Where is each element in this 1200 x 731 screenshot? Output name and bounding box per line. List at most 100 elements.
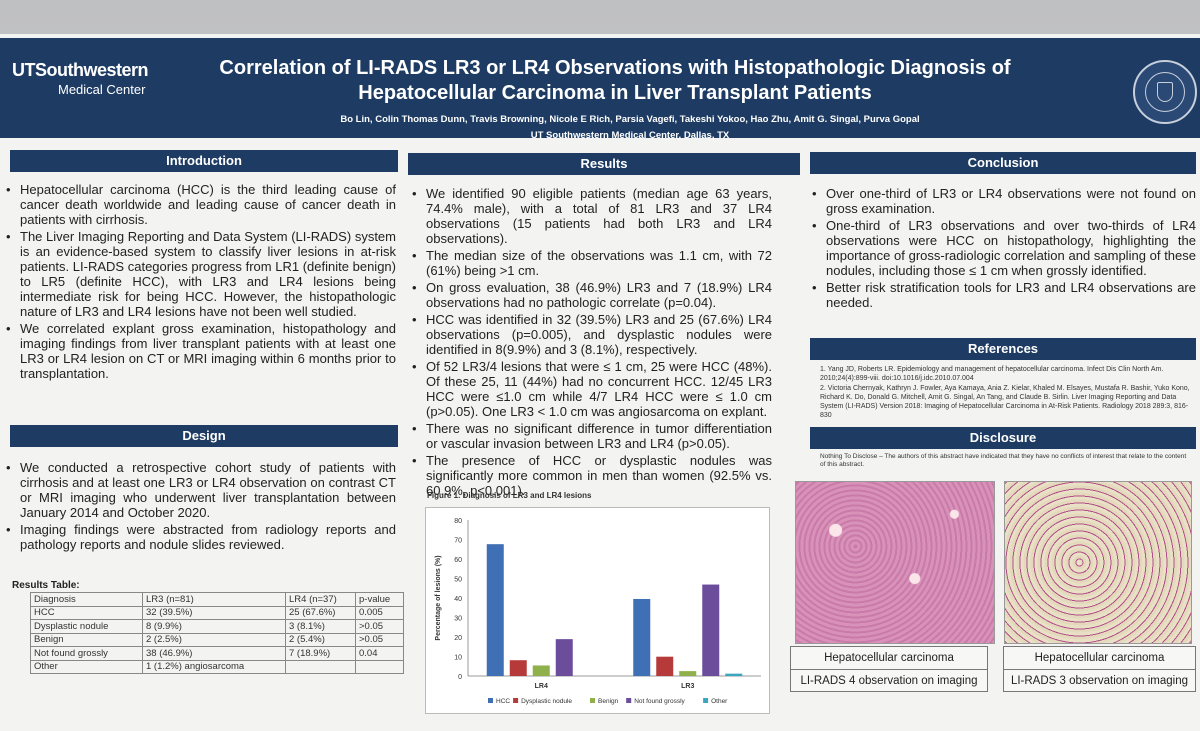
table-cell: Not found grossly xyxy=(30,646,143,661)
results-heading: Results xyxy=(408,153,800,175)
table-row: Not found grossly 38 (46.9%) 7 (18.9%) 0… xyxy=(30,646,404,661)
design-bullet: We conducted a retrospective cohort stud… xyxy=(4,460,396,520)
table-cell: Benign xyxy=(30,632,143,647)
results-bullet: Of 52 LR3/4 lesions that were ≤ 1 cm, 25… xyxy=(410,359,772,419)
bar-dysplastic-nodule xyxy=(656,656,674,676)
poster-title: Correlation of LI-RADS LR3 or LR4 Observ… xyxy=(170,56,1060,106)
conclusion-bullet: Over one-third of LR3 or LR4 observation… xyxy=(810,186,1196,216)
table-cell: 7 (18.9%) xyxy=(285,646,356,661)
caption-imaging: LI-RADS 4 observation on imaging xyxy=(791,669,987,692)
y-tick-label: 20 xyxy=(454,635,462,642)
table-cell: >0.05 xyxy=(355,619,404,634)
conclusion-text: Over one-third of LR3 or LR4 observation… xyxy=(810,186,1196,312)
table-cell: 3 (8.1%) xyxy=(285,619,356,634)
table-cell: Dysplastic nodule xyxy=(30,619,143,634)
table-row: HCC 32 (39.5%) 25 (67.6%) 0.005 xyxy=(30,605,404,620)
y-tick-label: 0 xyxy=(458,674,462,681)
table-row: Diagnosis LR3 (n=81) LR4 (n=37) p-value xyxy=(30,592,404,607)
legend-label: Not found grossly xyxy=(634,698,685,705)
table-cell: LR4 (n=37) xyxy=(285,592,356,607)
bar-dysplastic-nodule xyxy=(509,660,527,676)
poster-header: UTSouthwestern Medical Center Correlatio… xyxy=(0,38,1200,141)
logo-line2: Medical Center xyxy=(58,82,146,97)
legend-swatch xyxy=(590,698,595,703)
introduction-heading: Introduction xyxy=(10,150,398,172)
results-table: Diagnosis LR3 (n=81) LR4 (n=37) p-value … xyxy=(30,592,404,674)
y-axis-label: Percentage of lesions (%) xyxy=(435,555,442,640)
introduction-text: Hepatocellular carcinoma (HCC) is the th… xyxy=(4,182,396,383)
y-tick-label: 40 xyxy=(454,596,462,603)
title-line1: Correlation of LI-RADS LR3 or LR4 Observ… xyxy=(219,57,1011,79)
disclosure-heading: Disclosure xyxy=(810,427,1196,449)
author-block: Bo Lin, Colin Thomas Dunn, Travis Browni… xyxy=(200,112,1060,144)
legend-label: Benign xyxy=(598,698,619,705)
bar-not-found-grossly xyxy=(555,639,573,676)
table-cell: 2 (2.5%) xyxy=(142,632,286,647)
authors: Bo Lin, Colin Thomas Dunn, Travis Browni… xyxy=(340,114,920,125)
table-cell: Other xyxy=(30,659,143,674)
caption-diagnosis: Hepatocellular carcinoma xyxy=(824,652,954,664)
caption-diagnosis: Hepatocellular carcinoma xyxy=(1034,652,1165,664)
bar-chart: 0 10 20 30 40 50 60 70 80 Percentage of lesions (… xyxy=(435,518,761,705)
figure-caption: Figure 1. Diagnosis of LR3 and LR4 lesio… xyxy=(427,491,592,500)
legend-swatch xyxy=(488,698,493,703)
results-bullet: We identified 90 eligible patients (medi… xyxy=(410,186,772,246)
y-tick-label: 30 xyxy=(454,616,462,623)
caption-imaging: LI-RADS 3 observation on imaging xyxy=(1004,669,1195,692)
legend-swatch xyxy=(703,698,709,703)
reference-item: 2. Victoria Chernyak, Kathryn J. Fowler,… xyxy=(820,385,1190,419)
results-bullet: On gross evaluation, 38 (46.9%) LR3 and … xyxy=(410,280,772,310)
intro-bullet: We correlated explant gross examination,… xyxy=(4,321,396,381)
table-cell: 1 (1.2%) angiosarcoma xyxy=(142,659,286,674)
table-row: Other 1 (1.2%) angiosarcoma xyxy=(30,659,404,674)
bar-hcc xyxy=(633,598,651,676)
table-cell: 0.04 xyxy=(355,646,404,661)
x-tick-label: LR4 xyxy=(535,683,548,690)
legend-swatch xyxy=(513,698,519,703)
bar-benign xyxy=(532,665,550,676)
y-tick-label: 80 xyxy=(454,518,462,525)
bar-benign xyxy=(679,671,697,676)
design-text: We conducted a retrospective cohort stud… xyxy=(4,460,396,554)
references-list: 1. Yang JD, Roberts LR. Epidemiology and… xyxy=(820,365,1192,421)
table-cell xyxy=(285,659,356,674)
intro-bullet: Hepatocellular carcinoma (HCC) is the th… xyxy=(4,182,396,227)
bar-hcc xyxy=(486,544,504,676)
histology-image-lr3 xyxy=(1004,481,1192,644)
table-cell xyxy=(355,659,404,674)
conclusion-bullet: Better risk stratification tools for LR3… xyxy=(810,280,1196,310)
table-cell: 2 (5.4%) xyxy=(285,632,356,647)
table-row: Dysplastic nodule 8 (9.9%) 3 (8.1%) >0.0… xyxy=(30,619,404,634)
results-text: We identified 90 eligible patients (medi… xyxy=(410,186,772,500)
histology-image-lr4 xyxy=(795,481,995,644)
table-cell: >0.05 xyxy=(355,632,404,647)
affiliation: UT Southwestern Medical Center, Dallas, … xyxy=(530,130,730,141)
table-cell: 38 (46.9%) xyxy=(142,646,286,661)
table-cell: Diagnosis xyxy=(30,592,143,607)
table-cell: HCC xyxy=(30,605,143,620)
table-cell: 8 (9.9%) xyxy=(142,619,286,634)
legend-swatch xyxy=(626,698,632,703)
table-cell: 32 (39.5%) xyxy=(142,605,286,620)
legend-label: Dysplastic nodule xyxy=(521,698,572,705)
logo-line1: UTSouthwestern xyxy=(12,60,149,80)
bar-not-found-grossly xyxy=(702,584,720,676)
figure-1-chart: 0 10 20 30 40 50 60 70 80 Percentage of lesions (… xyxy=(425,507,770,714)
conclusion-bullet: One-third of LR3 observations and over t… xyxy=(810,218,1196,278)
ut-southwestern-logo: UTSouthwestern Medical Center xyxy=(12,60,149,97)
legend-label: Other xyxy=(711,698,728,705)
y-tick-label: 70 xyxy=(454,538,462,545)
bar-other xyxy=(725,673,743,676)
y-tick-label: 50 xyxy=(454,577,462,584)
university-seal-icon xyxy=(1133,60,1197,124)
table-row: Benign 2 (2.5%) 2 (5.4%) >0.05 xyxy=(30,632,404,647)
disclosure-text: Nothing To Disclose – The authors of thi… xyxy=(820,453,1187,468)
table-cell: p-value xyxy=(355,592,404,607)
y-tick-label: 10 xyxy=(454,655,462,662)
table-cell: 25 (67.6%) xyxy=(285,605,356,620)
table-cell: 0.005 xyxy=(355,605,404,620)
conclusion-heading: Conclusion xyxy=(810,152,1196,174)
y-tick-label: 60 xyxy=(454,557,462,564)
intro-bullet: The Liver Imaging Reporting and Data Sys… xyxy=(4,229,396,319)
results-bullet: The presence of HCC or dysplastic nodule… xyxy=(410,453,772,498)
